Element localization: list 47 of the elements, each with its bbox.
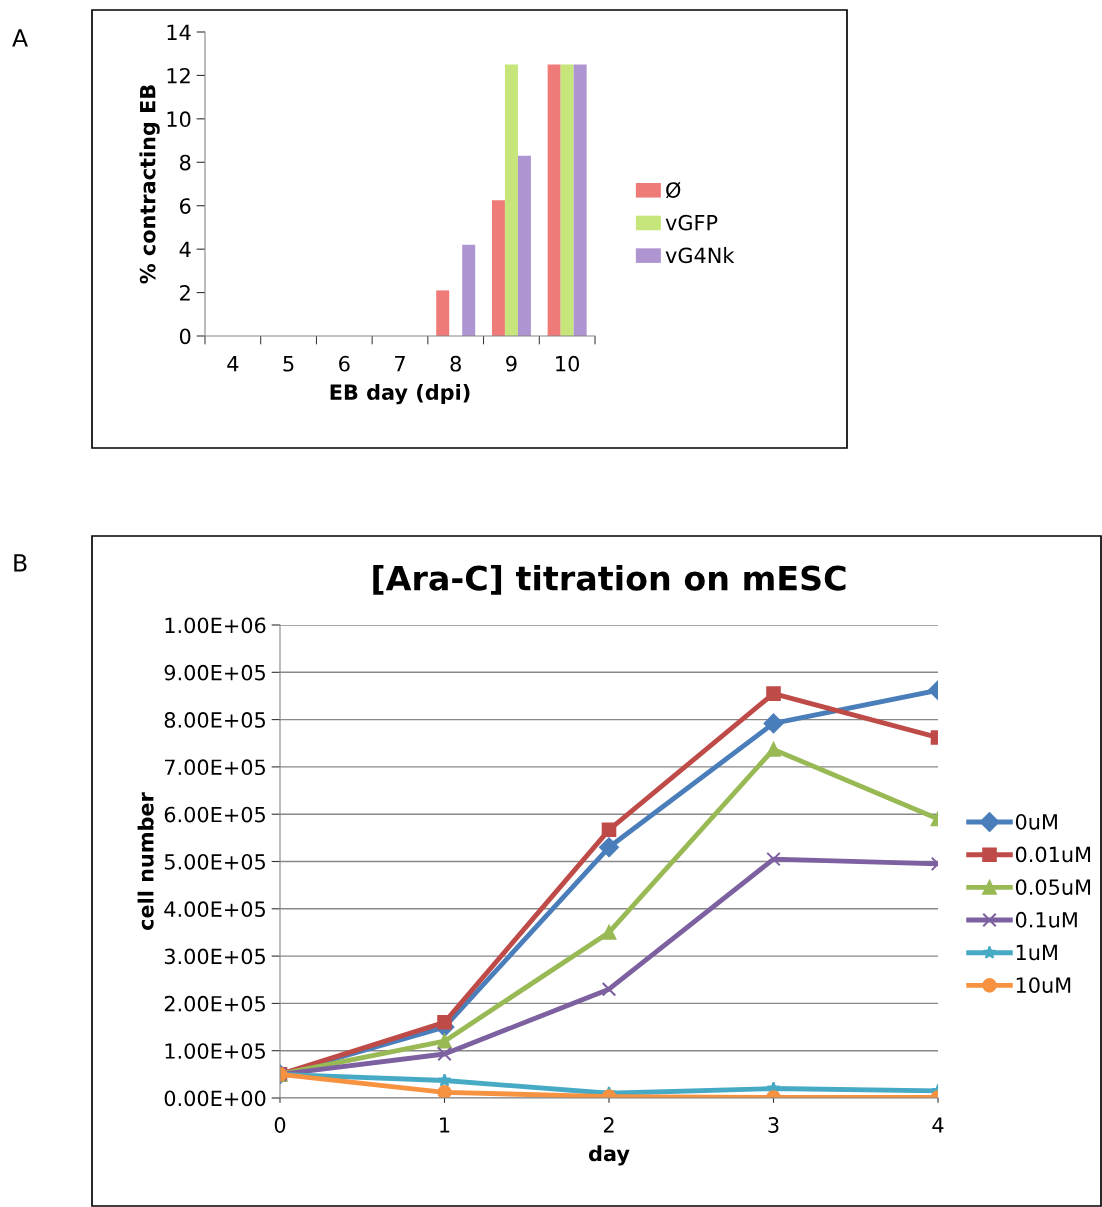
x-tick-label: 8 [450, 355, 461, 372]
y-tick-label: 0 [179, 328, 191, 345]
y-tick-label: 10 [167, 111, 191, 128]
y-tick-label: 1.00E+05 [165, 1043, 265, 1059]
y-tick-label: 3.00E+05 [164, 948, 265, 965]
y-tick-label: 6 [180, 198, 191, 214]
legend-label: 0uM [1015, 813, 1057, 830]
x-tick-label: 0 [274, 1117, 286, 1133]
y-tick-label: 0.00E+00 [164, 1090, 266, 1107]
y-tick-label: 4.00E+05 [164, 901, 265, 918]
y-tick-label: 8.00E+05 [164, 712, 265, 728]
legend-label: 0.1uM [1015, 911, 1077, 928]
x-axis-title: day [588, 1145, 630, 1166]
legend-label: vG4Nk [665, 247, 735, 264]
x-tick-label: 5 [283, 356, 294, 372]
y-tick-label: 14 [167, 24, 191, 40]
x-tick-label: 10 [556, 355, 580, 372]
x-tick-label: 6 [339, 355, 350, 372]
y-axis-title: % contracting EB [139, 85, 160, 284]
x-tick-label: 2 [603, 1117, 614, 1133]
text: A [12, 29, 28, 47]
y-tick-label: 2 [180, 285, 190, 301]
y-tick-label: 8 [179, 154, 191, 171]
x-axis-title: EB day (dpi) [330, 383, 470, 405]
x-tick-label: 7 [395, 356, 405, 372]
y-tick-label: 12 [167, 67, 190, 84]
y-tick-label: 2.00E+05 [164, 995, 265, 1012]
y-axis-title: cell number [137, 792, 154, 930]
y-tick-label: 7.00E+05 [165, 759, 265, 776]
legend-label: Ø [666, 181, 681, 199]
text: B [14, 554, 27, 572]
y-tick-label: 5.00E+05 [164, 853, 265, 870]
chart-title: [Ara-C] titration on mESC [373, 564, 846, 595]
legend-label: vGFP [665, 214, 718, 231]
y-tick-label: 6.00E+05 [164, 806, 265, 823]
x-tick-label: 9 [506, 355, 517, 372]
y-tick-label: 9.00E+05 [164, 664, 265, 681]
y-tick-label: 1.00E+06 [165, 617, 266, 634]
y-tick-label: 4 [179, 241, 191, 258]
legend-label: 1uM [1016, 944, 1057, 961]
legend-label: 0.05uM [1015, 879, 1091, 895]
legend-label: 0.01uM [1015, 846, 1091, 863]
x-tick-label: 1 [440, 1117, 450, 1133]
x-tick-label: 4 [932, 1117, 944, 1133]
legend-label: 10uM [1016, 977, 1071, 993]
x-tick-label: 3 [768, 1117, 779, 1133]
x-tick-label: 4 [227, 356, 239, 372]
